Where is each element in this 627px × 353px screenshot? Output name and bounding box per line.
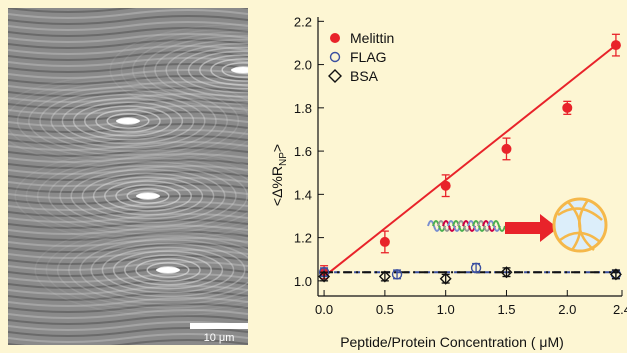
y-axis-title: <Δ%RNP>: [269, 144, 289, 206]
data-point-bsa: [500, 266, 513, 279]
nanoparticle-image: [14, 149, 248, 243]
y-tick-label: 2.0: [294, 58, 312, 73]
data-point-flag: [391, 269, 403, 280]
fit-line-melittin: [323, 44, 617, 278]
nanoparticle-image: [109, 23, 248, 117]
data-point-bsa: [378, 270, 391, 283]
data-point-melittin: [610, 40, 621, 51]
legend-label-bsa: BSA: [350, 68, 379, 84]
nanoparticle-sphere-image: [552, 197, 608, 253]
nanoparticle-image: [8, 74, 248, 168]
red-arrow-icon: [505, 214, 558, 242]
legend-marker-bsa: [328, 69, 342, 83]
x-tick-label: 2.4: [613, 302, 627, 317]
x-tick-label: 0.0: [315, 302, 333, 317]
y-tick-label: 1.6: [294, 144, 312, 159]
legend-marker-flag: [329, 51, 341, 63]
data-point-bsa: [439, 272, 452, 285]
data-point-bsa: [609, 268, 622, 281]
data-point-melittin: [501, 143, 512, 154]
micrograph-image: [8, 8, 248, 345]
inset-illustration: [427, 197, 608, 253]
legend-label-melittin: Melittin: [350, 30, 394, 46]
y-tick-label: 1.8: [294, 101, 312, 116]
scale-bar-label: 10 μm: [203, 332, 235, 344]
legend-marker-melittin: [330, 33, 340, 43]
data-point-flag: [470, 262, 482, 274]
data-point-melittin: [379, 236, 390, 247]
legend-label-flag: FLAG: [350, 49, 387, 65]
micrograph-panel: 10 μm: [8, 8, 248, 345]
x-axis-title: Peptide/Protein Concentration ( μM): [340, 334, 564, 350]
x-tick-label: 1.5: [497, 302, 515, 317]
data-point-melittin: [440, 180, 451, 191]
data-point-bsa: [318, 270, 331, 283]
y-tick-label: 2.2: [294, 14, 312, 29]
x-tick-label: 1.0: [437, 302, 455, 317]
y-tick-label: 1.2: [294, 231, 312, 246]
scatter-chart: <Δ%RNP> Peptide/Protein Concentration ( …: [269, 14, 627, 350]
nanoparticle-image: [34, 223, 248, 317]
micrograph-fringes: [8, 8, 248, 345]
y-tick-label: 1.4: [294, 187, 312, 202]
x-tick-label: 2.0: [558, 302, 576, 317]
x-tick-label: 0.5: [376, 302, 394, 317]
data-point-melittin: [562, 102, 573, 113]
peptide-helix-image: [427, 220, 506, 232]
legend: Melittin FLAG BSA: [328, 30, 394, 84]
scale-bar: [190, 323, 248, 329]
y-tick-label: 1.0: [294, 274, 312, 289]
chart-panel: <Δ%RNP> Peptide/Protein Concentration ( …: [250, 0, 627, 353]
